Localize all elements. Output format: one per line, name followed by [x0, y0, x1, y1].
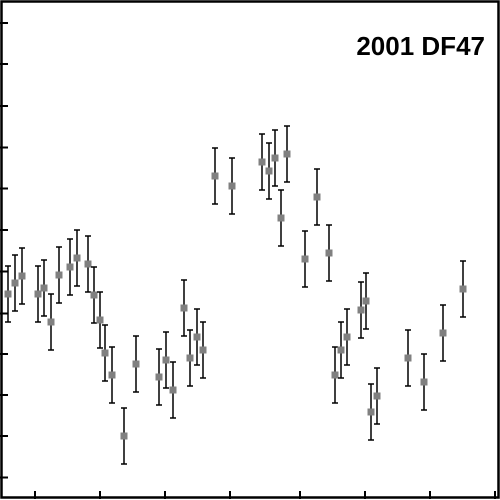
data-point [277, 189, 285, 247]
point-marker [34, 290, 42, 298]
point-marker [47, 318, 55, 326]
point-marker [169, 386, 177, 394]
data-point [162, 331, 170, 389]
data-point [404, 329, 412, 387]
point-marker [132, 360, 140, 368]
data-point [11, 254, 19, 312]
point-marker [108, 371, 116, 379]
point-marker [4, 290, 12, 298]
point-marker [11, 279, 19, 287]
point-marker [439, 329, 447, 337]
point-marker [155, 373, 163, 381]
point-marker [325, 249, 333, 257]
data-point [258, 133, 266, 191]
point-marker [343, 333, 351, 341]
data-point [337, 321, 345, 379]
data-point [301, 230, 309, 288]
data-point [84, 235, 92, 293]
point-marker [18, 272, 26, 280]
point-marker [120, 432, 128, 440]
data-point [367, 383, 375, 441]
data-point [186, 329, 194, 387]
data-point [96, 291, 104, 349]
data-point [90, 266, 98, 324]
chart-title: 2001 DF47 [356, 31, 485, 61]
point-marker [265, 167, 273, 175]
point-marker [277, 214, 285, 222]
point-marker [373, 392, 381, 400]
point-marker [84, 260, 92, 268]
data-points [4, 125, 467, 465]
data-point [193, 308, 201, 366]
data-point [120, 407, 128, 465]
data-point [101, 324, 109, 382]
data-point [40, 259, 48, 317]
data-point [169, 361, 177, 419]
data-point [228, 157, 236, 215]
point-marker [313, 193, 321, 201]
point-marker [362, 297, 370, 305]
data-point [66, 238, 74, 296]
point-marker [211, 172, 219, 180]
point-marker [162, 356, 170, 364]
point-marker [301, 255, 309, 263]
point-marker [180, 304, 188, 312]
data-point [373, 367, 381, 425]
data-point [18, 247, 26, 305]
data-point [283, 125, 291, 183]
data-point [132, 335, 140, 393]
point-marker [271, 154, 279, 162]
point-marker [40, 284, 48, 292]
point-marker [228, 182, 236, 190]
data-point [4, 265, 12, 323]
point-marker [96, 316, 104, 324]
point-marker [258, 158, 266, 166]
data-point [362, 272, 370, 330]
point-marker [66, 263, 74, 271]
axis-ticks [0, 22, 496, 499]
point-marker [199, 346, 207, 354]
data-point [325, 224, 333, 282]
point-marker [420, 378, 428, 386]
data-point [331, 346, 339, 404]
data-point [155, 348, 163, 406]
data-point [180, 279, 188, 337]
data-point [265, 142, 273, 200]
data-point [357, 281, 365, 339]
point-marker [404, 354, 412, 362]
point-marker [283, 150, 291, 158]
data-point [34, 265, 42, 323]
point-marker [193, 333, 201, 341]
data-point [47, 293, 55, 351]
point-marker [367, 408, 375, 416]
point-marker [459, 285, 467, 293]
point-marker [331, 371, 339, 379]
data-point [459, 260, 467, 318]
point-marker [186, 354, 194, 362]
data-point [55, 246, 63, 304]
data-point [199, 321, 207, 379]
point-marker [357, 306, 365, 314]
data-point [420, 353, 428, 411]
point-marker [73, 254, 81, 262]
data-point [271, 129, 279, 187]
data-point [73, 229, 81, 287]
point-marker [55, 271, 63, 279]
data-point [211, 147, 219, 205]
data-point [313, 168, 321, 226]
data-point [439, 304, 447, 362]
data-point [108, 346, 116, 404]
point-marker [337, 346, 345, 354]
point-marker [101, 349, 109, 357]
point-marker [90, 291, 98, 299]
data-point [343, 308, 351, 366]
